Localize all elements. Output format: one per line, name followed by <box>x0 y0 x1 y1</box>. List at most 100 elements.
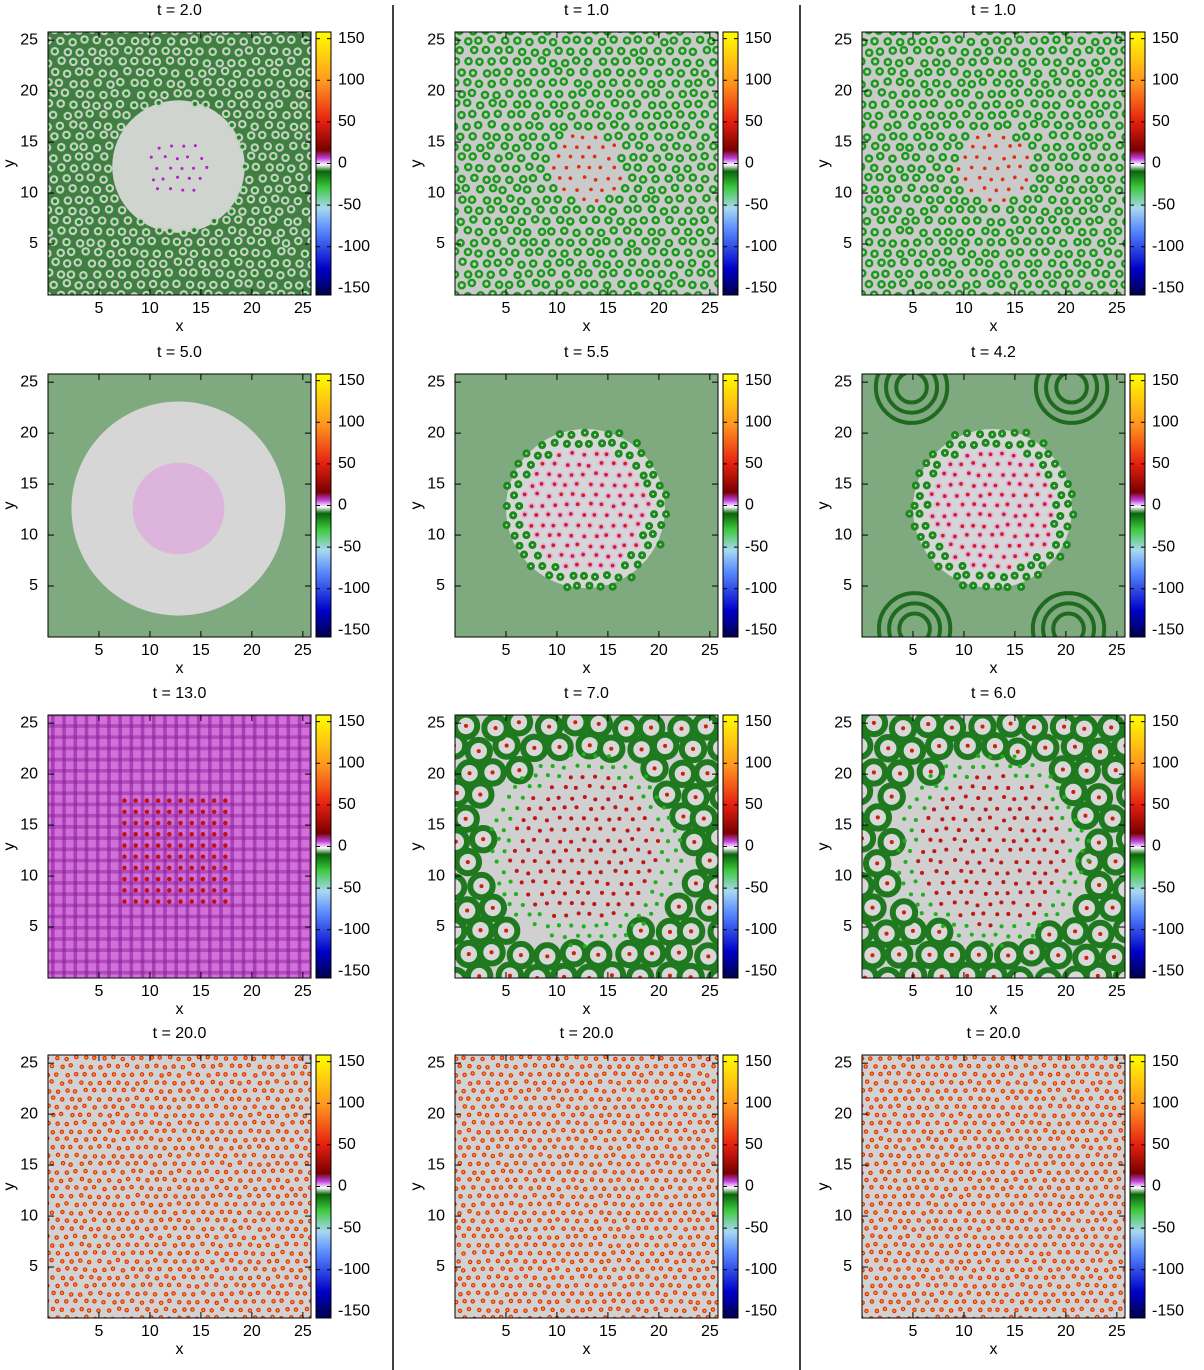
field-spot <box>874 195 884 204</box>
field-spot <box>1010 571 1019 580</box>
field-spot <box>1065 121 1074 131</box>
field-spot <box>1001 838 1006 843</box>
field-spot <box>1078 142 1088 152</box>
y-tick-label: 5 <box>843 918 852 935</box>
field-spot <box>537 828 542 833</box>
field-spot <box>632 439 641 448</box>
field-spot <box>902 838 907 843</box>
field-spot <box>174 281 179 286</box>
field-spot <box>248 1277 251 1280</box>
field-spot <box>71 166 76 171</box>
field-spot <box>684 206 693 216</box>
field-spot <box>960 545 965 549</box>
field-spot <box>547 268 556 277</box>
field-spot <box>455 731 469 760</box>
field-spot <box>919 99 928 109</box>
field-spot <box>585 291 595 295</box>
field-spot <box>290 187 295 192</box>
field-spot <box>629 532 634 537</box>
field-spot <box>907 805 912 810</box>
field-spot <box>1049 816 1054 821</box>
field-spot <box>211 865 217 871</box>
field-spot <box>862 216 872 226</box>
field-spot <box>522 531 531 540</box>
field-spot <box>977 860 982 865</box>
field-spot <box>133 876 138 882</box>
colorbar-tick-label: 50 <box>745 796 763 813</box>
field-spot <box>695 183 704 193</box>
field-spot <box>233 1316 238 1318</box>
field-spot <box>581 472 585 477</box>
field-spot <box>1001 774 1006 779</box>
field-spot <box>493 109 503 119</box>
x-tick-label: 5 <box>502 300 511 317</box>
field-spot <box>650 889 655 894</box>
field-spot <box>554 32 561 34</box>
field-spot <box>634 78 644 88</box>
field-spot <box>916 532 925 541</box>
field-spot <box>41 219 45 223</box>
field-spot <box>622 543 627 548</box>
field-spot <box>665 90 675 100</box>
field-spot <box>120 250 125 255</box>
field-spot <box>1077 36 1087 46</box>
colorbar-tick-label: 100 <box>1152 71 1179 88</box>
field-spot <box>295 112 300 117</box>
field-spot <box>929 291 939 295</box>
field-spot <box>81 144 86 149</box>
field-spot <box>571 100 581 110</box>
field-spot <box>608 207 618 216</box>
field-spot <box>299 1269 302 1272</box>
field-spot <box>929 469 938 478</box>
field-spot <box>205 80 210 85</box>
field-spot <box>653 880 658 885</box>
field-spot <box>283 155 288 160</box>
field-spot <box>1005 249 1015 258</box>
field-spot <box>167 292 172 295</box>
field-spot <box>566 196 576 205</box>
field-spot <box>186 1251 189 1254</box>
field-stripe <box>174 715 178 978</box>
field-spot <box>1067 892 1072 897</box>
field-spot <box>992 78 1002 87</box>
field-spot <box>692 839 697 845</box>
field-spot <box>240 1291 243 1294</box>
field-spot <box>259 240 264 245</box>
field-spot <box>965 453 970 458</box>
field-spot <box>899 32 908 36</box>
field-spot <box>255 228 260 233</box>
field-spot <box>606 776 611 781</box>
field-spot <box>579 280 589 289</box>
field-spot <box>658 163 667 172</box>
colorbar-tick-label: 150 <box>338 30 365 47</box>
field-spot <box>688 280 697 290</box>
field-spot <box>679 726 684 731</box>
field-spot <box>633 227 643 237</box>
field-spot <box>1029 268 1039 278</box>
field-spot <box>164 1307 168 1310</box>
field-spot <box>204 250 209 255</box>
field-spot <box>938 859 943 864</box>
field-spot <box>230 228 235 233</box>
field-spot <box>87 218 92 223</box>
field-spot <box>707 905 712 910</box>
field-spot <box>628 514 633 519</box>
field-spot <box>64 176 69 181</box>
field-spot <box>541 154 551 164</box>
field-spot <box>1089 204 1099 214</box>
field-spot <box>1038 561 1047 570</box>
field-spot <box>942 494 947 498</box>
field-spot <box>562 935 567 940</box>
field-spot <box>638 928 643 933</box>
field-spot <box>669 271 679 280</box>
field-spot <box>1005 502 1010 507</box>
field-spot <box>578 88 587 97</box>
field-spot <box>192 101 197 106</box>
y-tick-label: 15 <box>834 133 852 150</box>
field-stripe <box>185 715 190 978</box>
field-spot <box>594 471 598 476</box>
field-spot <box>874 32 883 36</box>
field-spot <box>1115 163 1124 173</box>
field-spot <box>493 726 498 731</box>
field-spot <box>925 195 935 205</box>
